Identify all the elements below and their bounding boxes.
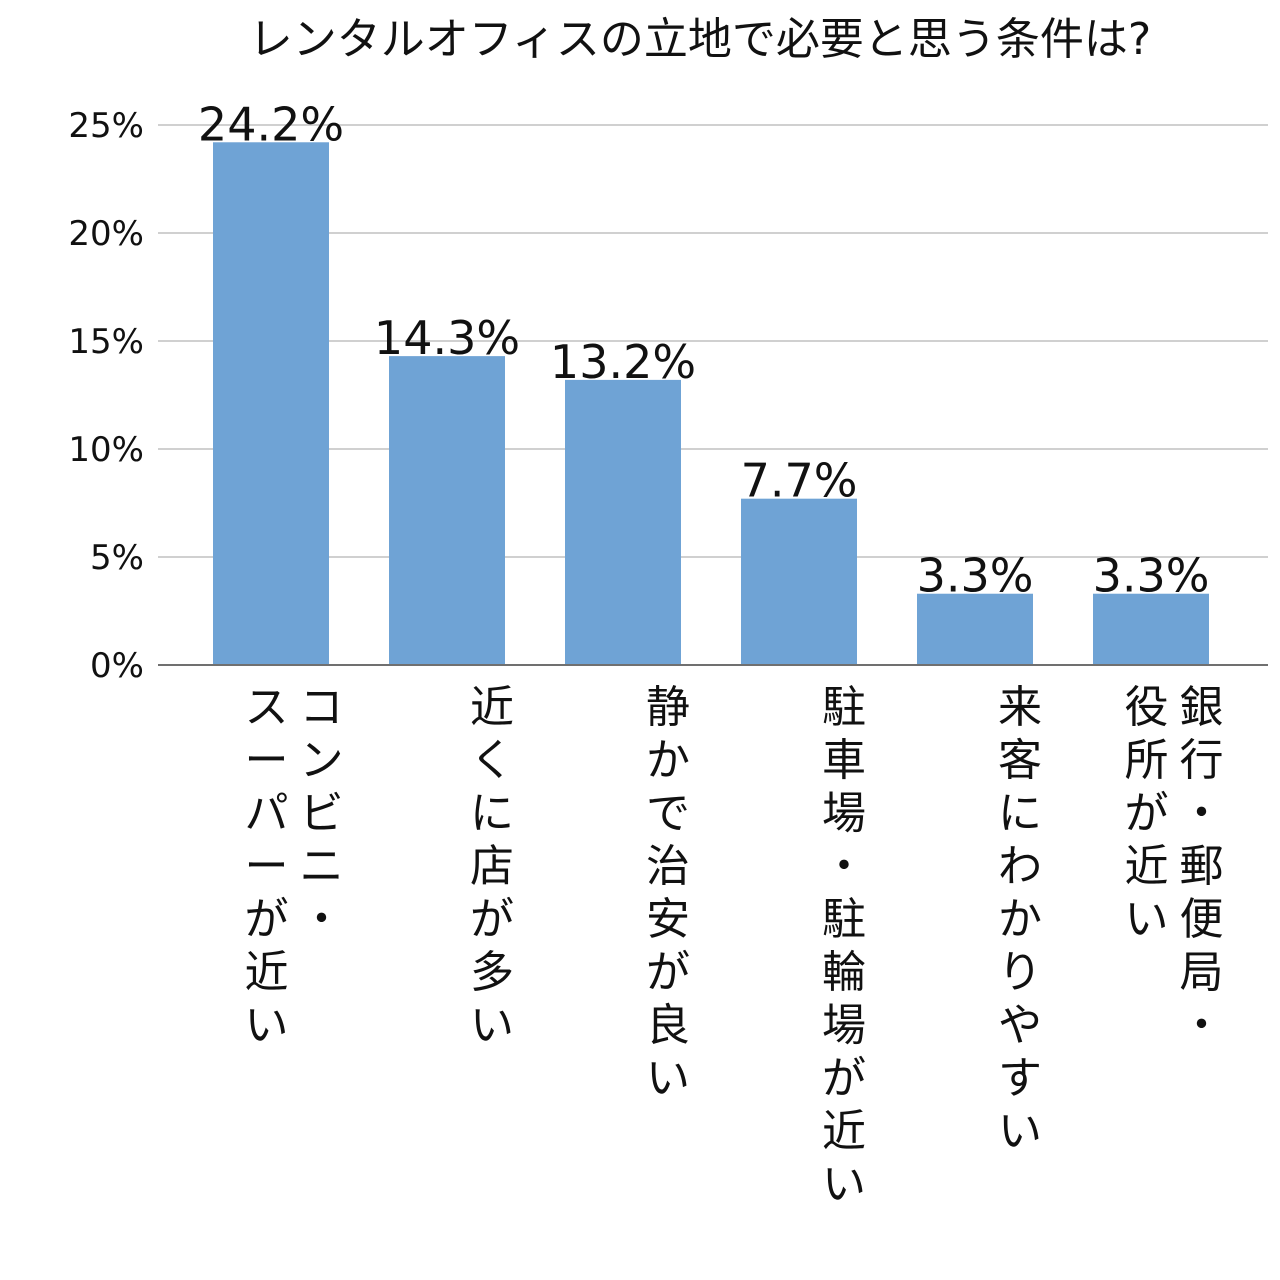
x-tick-label-glyph: り [998, 947, 1042, 998]
bar [741, 498, 857, 665]
x-tick-label-glyph: ・ [1180, 788, 1224, 839]
x-tick-label-glyph: 行 [1180, 735, 1224, 786]
data-label: 3.3% [1093, 549, 1210, 603]
x-tick-label-glyph: ン [300, 735, 344, 786]
x-tick-label-glyph: く [470, 735, 514, 786]
y-tick-label: 20% [68, 214, 144, 254]
x-tick-label-glyph: い [245, 1000, 289, 1051]
x-tick-label-glyph: す [998, 1053, 1042, 1104]
y-tick-label: 25% [68, 106, 144, 146]
x-tick-label-glyph: 近 [822, 1106, 866, 1157]
x-tick-label-glyph: が [1125, 788, 1169, 839]
bar [565, 379, 681, 665]
x-tick-label-glyph: ・ [300, 894, 344, 945]
x-tick-label-glyph: で [646, 788, 690, 839]
x-tick-label-glyph: ー [245, 841, 289, 892]
x-tick-label-glyph: 役 [1125, 682, 1169, 733]
bar [213, 142, 329, 665]
x-tick-label-glyph: ニ [300, 841, 344, 892]
x-tick-label-glyph: か [998, 894, 1042, 945]
x-tick-label-glyph: 車 [822, 735, 866, 786]
x-tick-label-glyph: 駐 [822, 894, 866, 945]
bar [1093, 593, 1209, 665]
x-tick-label-glyph: 場 [822, 788, 866, 839]
data-label: 7.7% [741, 454, 858, 508]
x-tick-label: 銀行・郵便局・ [1180, 682, 1224, 1051]
bar [389, 356, 505, 665]
x-tick-label-glyph: や [998, 1000, 1042, 1051]
x-tick-label-glyph: わ [998, 841, 1042, 892]
x-tick-label-glyph: ー [245, 735, 289, 786]
x-tick-label-glyph: が [245, 894, 289, 945]
y-tick-label: 5% [90, 538, 144, 578]
y-tick-label: 10% [68, 430, 144, 470]
x-tick-label-glyph: 輪 [822, 947, 866, 998]
x-tick-label-glyph: ビ [300, 788, 344, 839]
data-label: 24.2% [198, 97, 344, 151]
data-label: 13.2% [550, 335, 696, 389]
x-tick-label-glyph: が [646, 947, 690, 998]
bar [917, 593, 1033, 665]
x-tick-label-glyph: が [470, 894, 514, 945]
x-tick-label-glyph: 多 [470, 947, 514, 998]
data-label: 3.3% [917, 549, 1034, 603]
x-tick-label-glyph: 静 [646, 682, 690, 733]
x-tick-label-glyph: 近 [470, 682, 514, 733]
x-tick-label-glyph: い [1125, 894, 1169, 945]
x-tick-label-glyph: か [646, 735, 690, 786]
x-tick-label-glyph: 局 [1180, 947, 1224, 998]
x-tick-label-glyph: 来 [998, 682, 1042, 733]
x-tick-label-glyph: 駐 [822, 682, 866, 733]
y-tick-label: 15% [68, 322, 144, 362]
x-tick-label-glyph: 良 [646, 1000, 690, 1051]
x-tick-label-glyph: ・ [822, 841, 866, 892]
x-tick-label-glyph: 客 [998, 735, 1042, 786]
x-tick-label-glyph: 銀 [1180, 682, 1224, 733]
x-tick-label-glyph: い [470, 1000, 514, 1051]
x-tick-label-glyph: コ [300, 682, 344, 733]
x-tick-label-glyph: 郵 [1180, 841, 1224, 892]
x-tick-label-glyph: 近 [245, 947, 289, 998]
x-tick-label-glyph: 治 [646, 841, 690, 892]
x-tick-label-glyph: ス [245, 682, 289, 733]
x-tick-label-glyph: い [822, 1159, 866, 1210]
x-tick-label-glyph: 店 [470, 841, 514, 892]
x-tick-label-glyph: に [470, 788, 514, 839]
x-tick-label-glyph: 便 [1180, 894, 1224, 945]
y-tick-label: 0% [90, 646, 144, 686]
x-tick-label-glyph: が [822, 1053, 866, 1104]
x-tick-label-glyph: い [998, 1106, 1042, 1157]
x-tick-label-glyph: 所 [1125, 735, 1169, 786]
x-tick-label-glyph: 場 [822, 1000, 866, 1051]
chart-title: レンタルオフィスの立地で必要と思う条件は? [248, 14, 1152, 65]
x-tick-label-glyph: に [998, 788, 1042, 839]
x-tick-label-glyph: い [646, 1053, 690, 1104]
x-tick-label-glyph: パ [245, 788, 289, 839]
x-tick-label-glyph: 安 [646, 894, 690, 945]
x-tick-label-glyph: 近 [1125, 841, 1169, 892]
x-tick-label-glyph: ・ [1180, 1000, 1224, 1051]
data-label: 14.3% [374, 311, 520, 365]
